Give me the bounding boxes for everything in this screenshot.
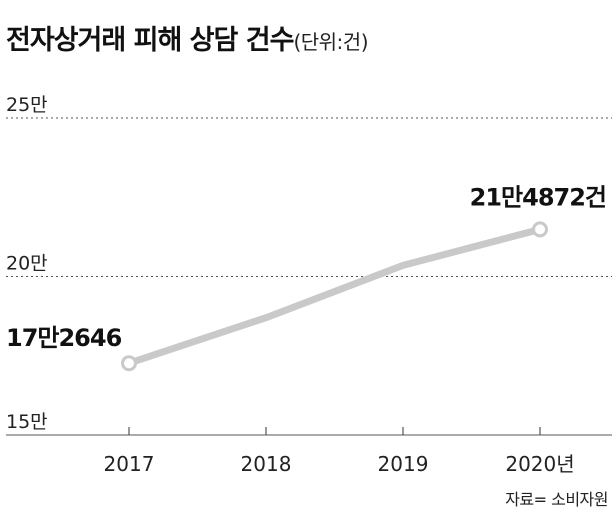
- data-point-marker-3: [532, 221, 548, 238]
- data-label-3: 21만4872건: [470, 183, 606, 211]
- chart-unit: (단위:건): [293, 30, 368, 54]
- source-note: 자료= 소비자원: [505, 490, 608, 509]
- grid-lines: [6, 117, 612, 436]
- data-point-marker-0: [121, 355, 137, 372]
- data-label-0: 17만2646: [6, 324, 122, 352]
- chart-title-block: 전자상거래 피해 상담 건수(단위:건): [6, 18, 368, 57]
- y-tick-label-1: 20만: [6, 253, 48, 275]
- series-layer: [121, 221, 548, 372]
- y-tick-label-2: 15만: [6, 411, 48, 433]
- point-labels: 17만2646 21만4872건: [6, 183, 607, 352]
- y-tick-labels: 25만 20만 15만: [6, 94, 48, 433]
- chart-title: 전자상거래 피해 상담 건수: [6, 25, 294, 56]
- x-axis: 2017 2018 2019 2020년: [104, 427, 575, 476]
- x-tick-label-1: 2018: [241, 452, 292, 476]
- y-tick-label-0: 25만: [6, 94, 48, 116]
- x-tick-label-2: 2019: [378, 452, 429, 476]
- series-line: [125, 225, 544, 367]
- x-tick-label-3: 2020년: [505, 452, 574, 476]
- x-tick-label-0: 2017: [104, 452, 155, 476]
